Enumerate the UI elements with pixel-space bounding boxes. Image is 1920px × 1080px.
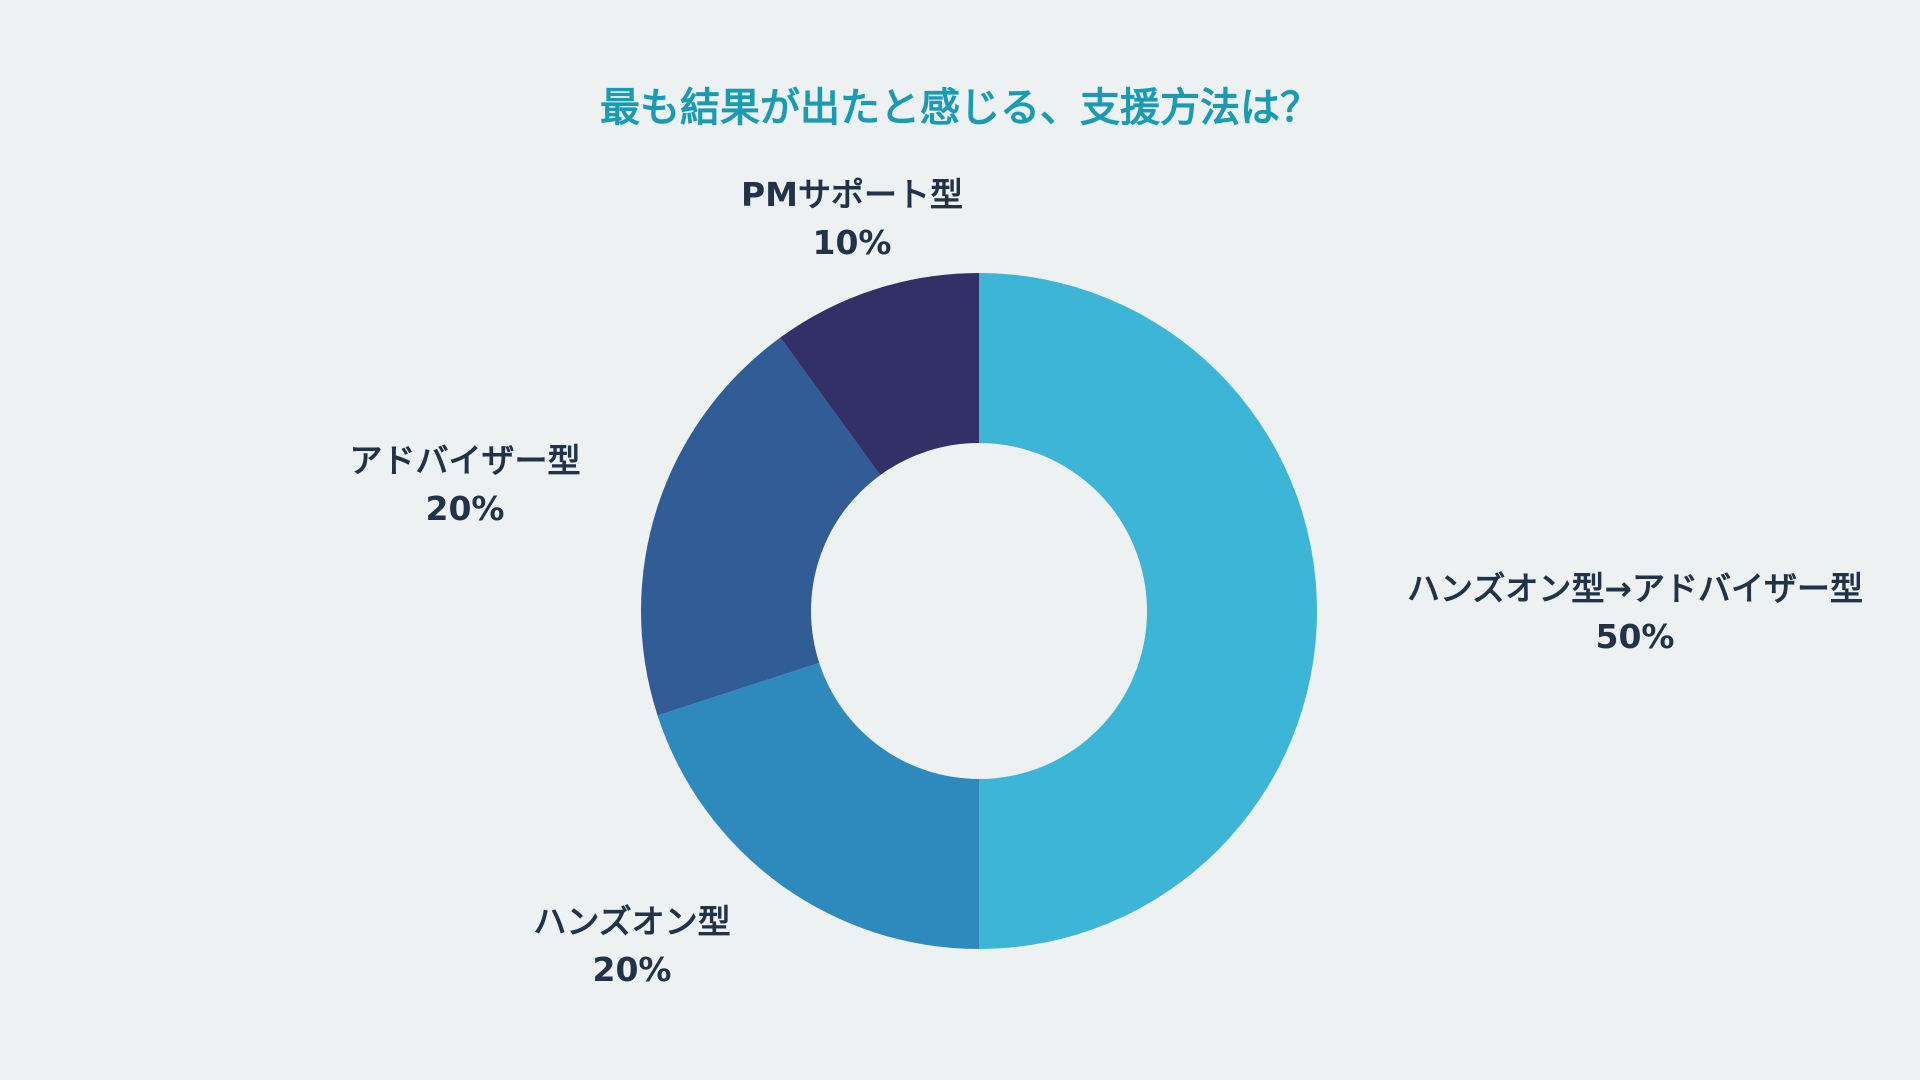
slice-label-3: アドバイザー型 (350, 441, 581, 480)
chart-title: 最も結果が出たと感じる、支援方法は？ (600, 85, 1320, 131)
labels-layer: ハンズオン型→アドバイザー型 50% ハンズオン型 20% アドバイザー型 20% PMサポ… (350, 175, 1864, 989)
slice-value-3: 20% (426, 489, 505, 528)
slice-value-1: 50% (1596, 617, 1675, 656)
slice-value-2: 20% (593, 950, 672, 989)
donut-slice-4 (780, 273, 979, 476)
slice-label-4: PMサポート型 (741, 175, 963, 214)
donut-slice-2 (657, 662, 979, 949)
slices-layer (641, 273, 1317, 949)
slice-value-4: 10% (813, 223, 892, 262)
slice-label-1: ハンズオン型→アドバイザー型 (1407, 569, 1863, 608)
donut-slice-1 (979, 273, 1317, 949)
donut-slice-3 (641, 337, 881, 716)
slice-label-2: ハンズオン型 (533, 902, 730, 941)
